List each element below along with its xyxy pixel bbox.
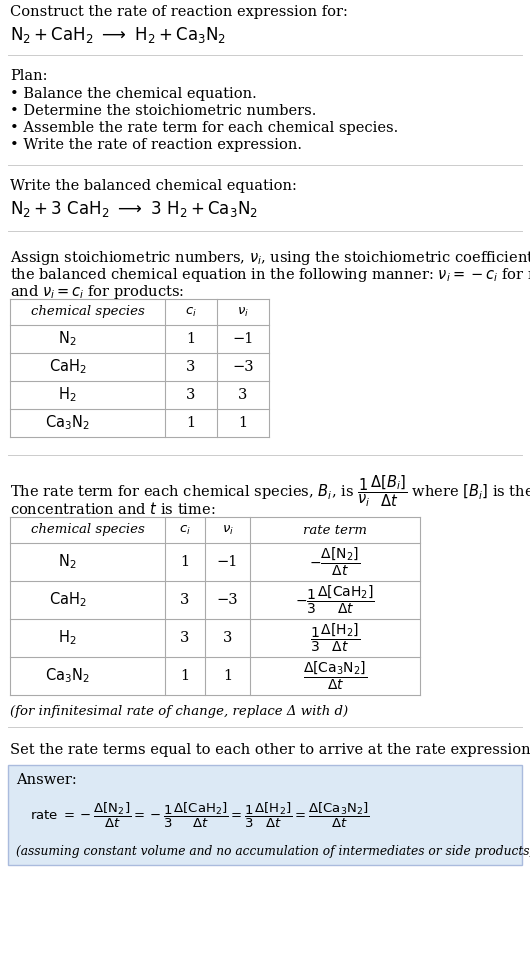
Text: (assuming constant volume and no accumulation of intermediates or side products): (assuming constant volume and no accumul… bbox=[16, 845, 530, 858]
Text: $\nu_i$: $\nu_i$ bbox=[222, 523, 234, 536]
Text: • Write the rate of reaction expression.: • Write the rate of reaction expression. bbox=[10, 138, 302, 152]
Text: rate $= -\dfrac{\Delta[\mathrm{N_2}]}{\Delta t} = -\dfrac{1}{3}\dfrac{\Delta[\ma: rate $= -\dfrac{\Delta[\mathrm{N_2}]}{\D… bbox=[30, 801, 370, 830]
Text: chemical species: chemical species bbox=[31, 523, 144, 536]
Text: 1: 1 bbox=[180, 669, 190, 683]
Text: The rate term for each chemical species, $B_i$, is $\dfrac{1}{\nu_i}\dfrac{\Delt: The rate term for each chemical species,… bbox=[10, 473, 530, 509]
Text: $\mathrm{N_2}$: $\mathrm{N_2}$ bbox=[58, 553, 77, 571]
Text: • Assemble the rate term for each chemical species.: • Assemble the rate term for each chemic… bbox=[10, 121, 398, 135]
Text: 3: 3 bbox=[180, 593, 190, 607]
Text: $\mathrm{CaH_2}$: $\mathrm{CaH_2}$ bbox=[49, 358, 86, 376]
Text: Set the rate terms equal to each other to arrive at the rate expression:: Set the rate terms equal to each other t… bbox=[10, 743, 530, 757]
Text: 3: 3 bbox=[187, 360, 196, 374]
Text: and $\nu_i = c_i$ for products:: and $\nu_i = c_i$ for products: bbox=[10, 283, 184, 301]
Text: • Determine the stoichiometric numbers.: • Determine the stoichiometric numbers. bbox=[10, 104, 316, 118]
Text: the balanced chemical equation in the following manner: $\nu_i = -c_i$ for react: the balanced chemical equation in the fo… bbox=[10, 266, 530, 284]
Text: Answer:: Answer: bbox=[16, 773, 77, 787]
Text: chemical species: chemical species bbox=[31, 306, 144, 318]
Text: Write the balanced chemical equation:: Write the balanced chemical equation: bbox=[10, 179, 297, 193]
Text: (for infinitesimal rate of change, replace Δ with d): (for infinitesimal rate of change, repla… bbox=[10, 705, 348, 718]
Text: $c_i$: $c_i$ bbox=[179, 523, 191, 536]
Text: −3: −3 bbox=[217, 593, 238, 607]
Text: 3: 3 bbox=[223, 631, 232, 645]
Text: • Balance the chemical equation.: • Balance the chemical equation. bbox=[10, 87, 257, 101]
Text: Plan:: Plan: bbox=[10, 69, 48, 83]
Text: −3: −3 bbox=[232, 360, 254, 374]
Text: −1: −1 bbox=[217, 555, 238, 569]
Text: $\mathrm{CaH_2}$: $\mathrm{CaH_2}$ bbox=[49, 591, 86, 610]
Text: 1: 1 bbox=[187, 416, 196, 430]
Text: 3: 3 bbox=[238, 388, 248, 402]
Text: $\mathrm{N_2 + CaH_2 \ \longrightarrow \ H_2 + Ca_3N_2}$: $\mathrm{N_2 + CaH_2 \ \longrightarrow \… bbox=[10, 25, 226, 45]
Text: Construct the rate of reaction expression for:: Construct the rate of reaction expressio… bbox=[10, 5, 348, 19]
Text: 3: 3 bbox=[180, 631, 190, 645]
Text: 3: 3 bbox=[187, 388, 196, 402]
Text: $\mathrm{H_2}$: $\mathrm{H_2}$ bbox=[58, 628, 77, 648]
Text: $\dfrac{\Delta[\mathrm{Ca_3N_2}]}{\Delta t}$: $\dfrac{\Delta[\mathrm{Ca_3N_2}]}{\Delta… bbox=[303, 660, 367, 692]
Text: 1: 1 bbox=[180, 555, 190, 569]
Text: 1: 1 bbox=[238, 416, 248, 430]
FancyBboxPatch shape bbox=[8, 765, 522, 865]
Text: $\mathrm{H_2}$: $\mathrm{H_2}$ bbox=[58, 386, 77, 405]
Text: $\mathrm{N_2}$: $\mathrm{N_2}$ bbox=[58, 329, 77, 348]
Text: $-\dfrac{\Delta[\mathrm{N_2}]}{\Delta t}$: $-\dfrac{\Delta[\mathrm{N_2}]}{\Delta t}… bbox=[310, 546, 360, 578]
Text: 1: 1 bbox=[187, 332, 196, 346]
Text: $-\dfrac{1}{3}\dfrac{\Delta[\mathrm{CaH_2}]}{\Delta t}$: $-\dfrac{1}{3}\dfrac{\Delta[\mathrm{CaH_… bbox=[295, 584, 375, 616]
Text: concentration and $t$ is time:: concentration and $t$ is time: bbox=[10, 501, 216, 517]
Text: $\nu_i$: $\nu_i$ bbox=[237, 306, 249, 318]
Text: $\mathrm{Ca_3N_2}$: $\mathrm{Ca_3N_2}$ bbox=[45, 666, 90, 685]
Text: $c_i$: $c_i$ bbox=[185, 306, 197, 318]
Text: $\dfrac{1}{3}\dfrac{\Delta[\mathrm{H_2}]}{\Delta t}$: $\dfrac{1}{3}\dfrac{\Delta[\mathrm{H_2}]… bbox=[310, 622, 360, 655]
Text: $\mathrm{N_2 + 3\ CaH_2 \ \longrightarrow \ 3\ H_2 + Ca_3N_2}$: $\mathrm{N_2 + 3\ CaH_2 \ \longrightarro… bbox=[10, 199, 258, 219]
Text: $\mathrm{Ca_3N_2}$: $\mathrm{Ca_3N_2}$ bbox=[45, 414, 90, 432]
Text: Assign stoichiometric numbers, $\nu_i$, using the stoichiometric coefficients, $: Assign stoichiometric numbers, $\nu_i$, … bbox=[10, 249, 530, 267]
Text: 1: 1 bbox=[223, 669, 232, 683]
Text: −1: −1 bbox=[232, 332, 254, 346]
Text: rate term: rate term bbox=[303, 523, 367, 536]
